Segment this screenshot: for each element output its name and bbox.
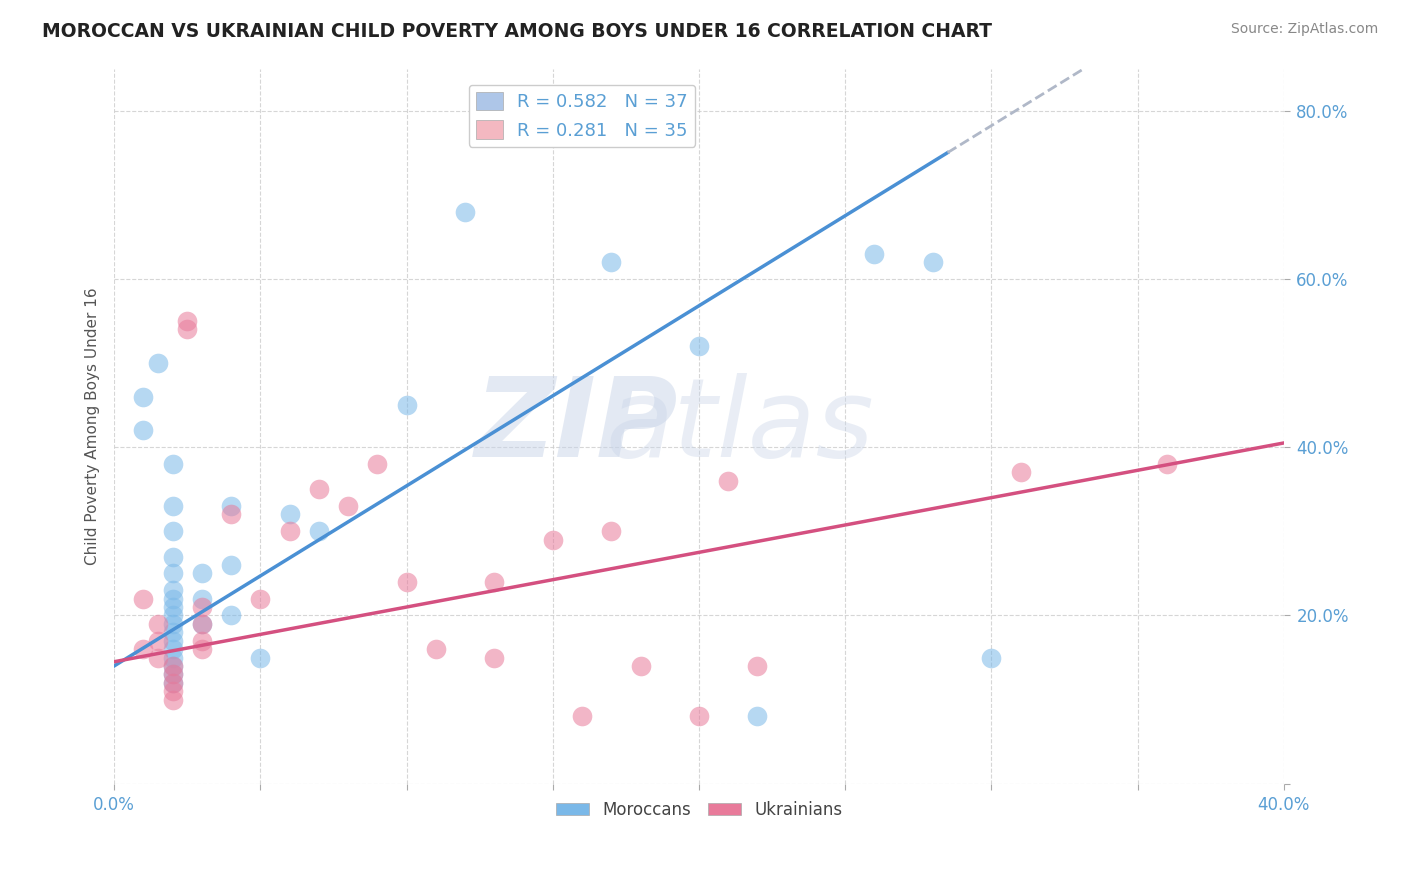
Point <box>162 549 184 564</box>
Point <box>162 667 184 681</box>
Point <box>146 356 169 370</box>
Point <box>162 591 184 606</box>
Point <box>747 709 769 723</box>
Point <box>688 709 710 723</box>
Point <box>146 650 169 665</box>
Point <box>454 204 477 219</box>
Point <box>571 709 593 723</box>
Point <box>717 474 740 488</box>
Point <box>162 524 184 539</box>
Point <box>395 398 418 412</box>
Point <box>278 524 301 539</box>
Point <box>162 659 184 673</box>
Point <box>162 633 184 648</box>
Point <box>1010 466 1032 480</box>
Y-axis label: Child Poverty Among Boys Under 16: Child Poverty Among Boys Under 16 <box>86 287 100 565</box>
Point <box>219 499 242 513</box>
Point <box>176 322 198 336</box>
Point <box>308 524 330 539</box>
Point <box>249 650 271 665</box>
Point <box>162 650 184 665</box>
Point <box>162 608 184 623</box>
Point <box>484 650 506 665</box>
Point <box>162 457 184 471</box>
Point <box>132 423 155 437</box>
Point <box>600 524 623 539</box>
Point <box>688 339 710 353</box>
Point <box>219 608 242 623</box>
Point <box>191 633 214 648</box>
Point <box>278 508 301 522</box>
Point <box>162 642 184 657</box>
Point <box>191 591 214 606</box>
Point <box>747 659 769 673</box>
Point <box>863 246 886 260</box>
Point <box>366 457 388 471</box>
Point <box>541 533 564 547</box>
Point <box>980 650 1002 665</box>
Point <box>162 675 184 690</box>
Point <box>162 625 184 640</box>
Point <box>146 616 169 631</box>
Text: ZIP: ZIP <box>474 373 678 480</box>
Point <box>600 255 623 269</box>
Point <box>191 600 214 615</box>
Point <box>191 616 214 631</box>
Point <box>162 659 184 673</box>
Point <box>219 558 242 572</box>
Point <box>308 482 330 496</box>
Point <box>132 642 155 657</box>
Point <box>337 499 360 513</box>
Point <box>191 642 214 657</box>
Point <box>1156 457 1178 471</box>
Point <box>484 574 506 589</box>
Point <box>425 642 447 657</box>
Point <box>162 675 184 690</box>
Point <box>630 659 652 673</box>
Point <box>162 499 184 513</box>
Point <box>191 566 214 581</box>
Point <box>162 600 184 615</box>
Point <box>176 314 198 328</box>
Point <box>922 255 945 269</box>
Point <box>162 684 184 698</box>
Text: Source: ZipAtlas.com: Source: ZipAtlas.com <box>1230 22 1378 37</box>
Point <box>162 583 184 598</box>
Point <box>162 667 184 681</box>
Point <box>162 566 184 581</box>
Point <box>162 692 184 706</box>
Point <box>395 574 418 589</box>
Legend: Moroccans, Ukrainians: Moroccans, Ukrainians <box>548 794 849 825</box>
Point <box>249 591 271 606</box>
Point <box>162 616 184 631</box>
Text: MOROCCAN VS UKRAINIAN CHILD POVERTY AMONG BOYS UNDER 16 CORRELATION CHART: MOROCCAN VS UKRAINIAN CHILD POVERTY AMON… <box>42 22 993 41</box>
Point <box>132 390 155 404</box>
Text: atlas: atlas <box>606 373 875 480</box>
Point <box>132 591 155 606</box>
Point <box>146 633 169 648</box>
Point <box>191 616 214 631</box>
Point <box>219 508 242 522</box>
